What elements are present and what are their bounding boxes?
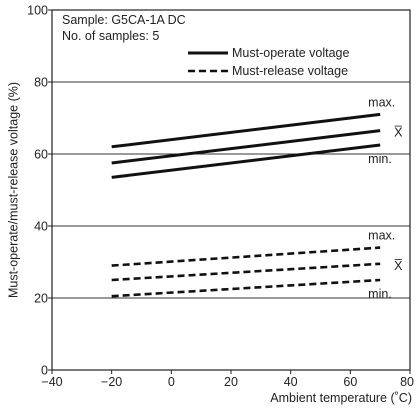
y-tick-label: 60 — [34, 148, 48, 162]
must-operate-mean-label: X̅ — [394, 126, 403, 140]
must-operate-min-label: min. — [368, 152, 392, 166]
must-release-min-label: min. — [368, 287, 392, 301]
y-tick-label: 0 — [41, 364, 48, 378]
series-lines — [111, 112, 381, 298]
must-operate-max-label: max. — [368, 95, 395, 109]
plot-frame — [51, 9, 411, 371]
must-release-min-line — [111, 278, 381, 298]
must-release-mean-label: X̅ — [394, 259, 403, 273]
x-tick-label: 80 — [400, 375, 414, 389]
y-tick-label: 20 — [34, 292, 48, 306]
gridlines — [52, 81, 410, 299]
x-tick-label: 40 — [284, 375, 298, 389]
x-tick-label: 0 — [168, 375, 175, 389]
samples-count-annotation: No. of samples: 5 — [62, 29, 159, 43]
sample-annotation: Sample: G5CA-1A DC — [62, 13, 186, 27]
must-release-max-label: max. — [368, 229, 395, 243]
must-release-max-line — [111, 246, 381, 267]
must-operate-mean-line — [111, 129, 381, 165]
x-tick-label: 20 — [224, 375, 238, 389]
must-operate-min-line — [111, 143, 381, 179]
y-axis-label: Must-operate/must-release voltage (%) — [6, 82, 20, 298]
series-labels: max.X̅min.max.X̅min. — [368, 95, 403, 301]
legend-label-must-operate: Must-operate voltage — [232, 46, 349, 60]
y-tick-label: 100 — [27, 4, 48, 18]
y-tick-label: 40 — [34, 220, 48, 234]
axis-ticks: 0 20 40 60 80 100 −40 −20 0 20 40 60 80 — [27, 4, 414, 390]
legend-label-must-release: Must-release voltage — [232, 64, 348, 78]
x-tick-label: −40 — [41, 375, 62, 389]
must-release-mean-line — [111, 262, 381, 282]
x-tick-label: 60 — [343, 375, 357, 389]
must-operate-max-line — [111, 112, 381, 149]
x-axis-label: Ambient temperature (˚C) — [270, 391, 412, 405]
x-tick-label: −20 — [101, 375, 122, 389]
y-tick-label: 80 — [34, 76, 48, 90]
